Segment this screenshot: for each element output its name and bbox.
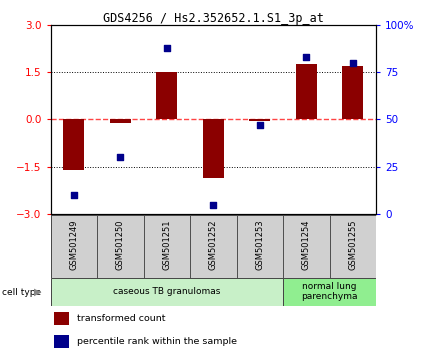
Text: percentile rank within the sample: percentile rank within the sample: [77, 337, 237, 346]
Point: [163, 45, 170, 50]
Bar: [296, 64, 317, 119]
Text: normal lung
parenchyma: normal lung parenchyma: [301, 282, 358, 301]
Bar: [157, 72, 177, 119]
Point: [303, 54, 310, 60]
Bar: [283, 215, 330, 278]
Bar: [51, 278, 283, 306]
Bar: [237, 215, 283, 278]
Text: GSM501251: GSM501251: [162, 220, 172, 270]
Bar: [63, 119, 84, 170]
Point: [210, 202, 217, 207]
Text: GSM501254: GSM501254: [302, 220, 311, 270]
Bar: [51, 215, 97, 278]
Bar: [55, 312, 69, 325]
Text: GSM501253: GSM501253: [255, 220, 264, 270]
Bar: [249, 119, 270, 121]
Point: [257, 122, 264, 128]
Text: GSM501249: GSM501249: [70, 220, 78, 270]
Bar: [342, 66, 363, 119]
Text: GSM501252: GSM501252: [209, 220, 218, 270]
Text: caseous TB granulomas: caseous TB granulomas: [113, 287, 220, 296]
Bar: [55, 335, 69, 348]
Text: GDS4256 / Hs2.352652.1.S1_3p_at: GDS4256 / Hs2.352652.1.S1_3p_at: [103, 12, 324, 25]
Bar: [190, 215, 237, 278]
Text: GSM501250: GSM501250: [116, 220, 125, 270]
Bar: [143, 215, 190, 278]
Text: cell type: cell type: [2, 287, 41, 297]
Bar: [283, 278, 376, 306]
Bar: [110, 119, 131, 122]
Point: [349, 60, 356, 65]
Text: ▶: ▶: [33, 287, 41, 297]
Bar: [330, 215, 376, 278]
Point: [70, 192, 77, 198]
Bar: [203, 119, 224, 178]
Text: transformed count: transformed count: [77, 314, 165, 323]
Point: [117, 154, 124, 160]
Text: GSM501255: GSM501255: [348, 220, 357, 270]
Bar: [97, 215, 143, 278]
